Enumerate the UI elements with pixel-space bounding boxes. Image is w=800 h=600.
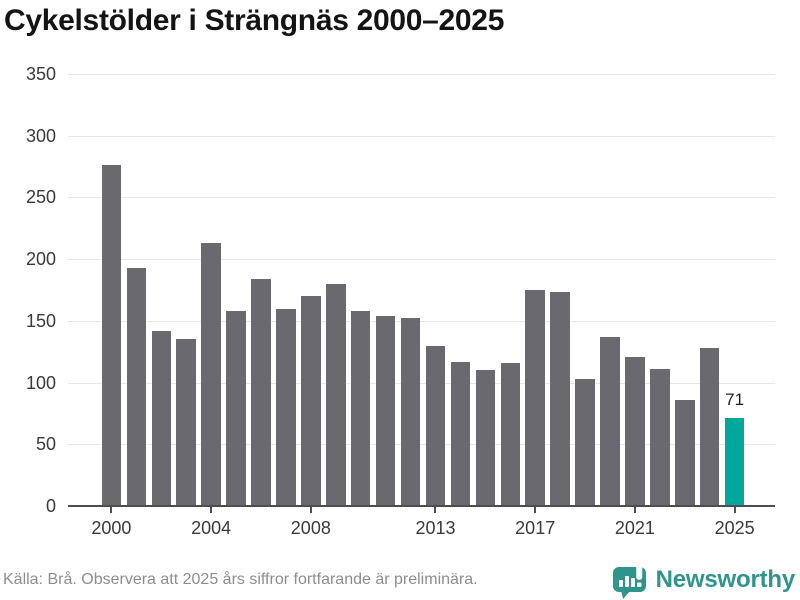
- bar-2025: [724, 418, 745, 506]
- gridline-350: [68, 74, 775, 75]
- bar-2001: [126, 267, 147, 506]
- x-tick-label-2000: 2000: [91, 518, 132, 538]
- x-tick-2021: [633, 506, 636, 513]
- x-tick-label-2017: 2017: [515, 518, 556, 538]
- bar-2024: [699, 348, 720, 506]
- bar-2002: [151, 330, 171, 506]
- bar-2006: [251, 278, 271, 506]
- gridline-150: [68, 320, 775, 322]
- bar-2019: [575, 378, 595, 506]
- bar-2023: [675, 399, 695, 506]
- x-tick-2008: [309, 506, 312, 513]
- bar-2011: [375, 315, 396, 506]
- bar-2020: [600, 336, 620, 506]
- footer: Källa: Brå. Observera att 2025 års siffr…: [3, 560, 795, 600]
- y-tick-label-0: 0: [45, 496, 56, 516]
- bar-2009: [326, 283, 346, 506]
- highlight-value-label: 71: [725, 390, 745, 410]
- chart-title: Cykelstölder i Strängnäs 2000–2025: [4, 4, 505, 37]
- bar-2010: [350, 310, 371, 506]
- bar-2003: [176, 339, 196, 506]
- y-tick-label-150: 150: [25, 310, 56, 331]
- y-tick-label-100: 100: [25, 372, 56, 393]
- bar-2007: [276, 308, 296, 506]
- x-tick-label-2008: 2008: [290, 518, 331, 538]
- x-tick-label-2013: 2013: [415, 518, 456, 538]
- bar-2015: [475, 370, 496, 506]
- x-tick-2013: [434, 506, 437, 513]
- bar-2004: [201, 243, 221, 506]
- y-tick-label-250: 250: [25, 187, 56, 208]
- x-axis-line: [68, 505, 775, 507]
- x-tick-label-2004: 2004: [191, 518, 232, 538]
- y-tick-label-50: 50: [35, 434, 56, 455]
- bar-2005: [226, 310, 246, 506]
- y-tick-label-350: 350: [25, 64, 56, 84]
- gridline-200: [68, 259, 775, 261]
- gridline-250: [68, 197, 775, 199]
- bar-2018: [550, 292, 570, 506]
- bar-2012: [400, 318, 421, 506]
- newsworthy-logo[interactable]: Newsworthy: [612, 560, 795, 600]
- plot-area: [68, 74, 775, 513]
- gridline-300: [68, 135, 775, 137]
- speech-bubble-bar-chart-icon: [612, 562, 646, 599]
- bar-2013: [425, 345, 446, 506]
- gridline-50: [68, 444, 775, 446]
- bar-2021: [625, 356, 645, 506]
- x-tick-label-2021: 2021: [614, 518, 655, 538]
- x-tick-label-2025: 2025: [714, 518, 755, 538]
- bar-2017: [525, 290, 545, 506]
- newsworthy-logo-text: Newsworthy: [655, 566, 796, 593]
- y-tick-label-300: 300: [25, 125, 56, 146]
- bar-2000: [101, 165, 122, 506]
- bar-2014: [450, 361, 471, 506]
- bar-2016: [500, 362, 521, 506]
- bar-2008: [301, 296, 321, 506]
- x-tick-2025: [733, 506, 736, 513]
- x-tick-2000: [110, 506, 113, 513]
- source-note: Källa: Brå. Observera att 2025 års siffr…: [3, 571, 478, 588]
- x-tick-2017: [534, 506, 537, 513]
- gridline-100: [68, 382, 775, 384]
- x-tick-2004: [210, 506, 213, 513]
- bar-2022: [650, 369, 670, 506]
- y-tick-label-200: 200: [25, 249, 56, 270]
